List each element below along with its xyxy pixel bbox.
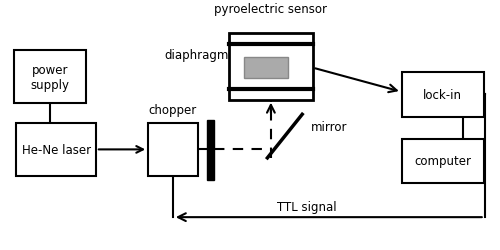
Bar [207,121,214,180]
Text: TTL signal: TTL signal [278,200,337,213]
Bar [148,123,198,176]
Text: He-Ne laser: He-Ne laser [22,143,90,156]
Bar [402,139,483,184]
Text: pyroelectric sensor: pyroelectric sensor [214,3,328,16]
Bar [402,73,483,117]
Text: diaphragm: diaphragm [164,49,229,62]
Bar [16,123,96,176]
Text: power
supply: power supply [30,64,70,92]
Text: chopper: chopper [149,104,197,117]
Text: lock-in: lock-in [423,88,462,102]
Bar [14,51,86,104]
Bar [229,34,312,100]
Text: computer: computer [414,155,471,168]
Text: mirror: mirror [310,120,347,133]
Bar [244,58,288,79]
